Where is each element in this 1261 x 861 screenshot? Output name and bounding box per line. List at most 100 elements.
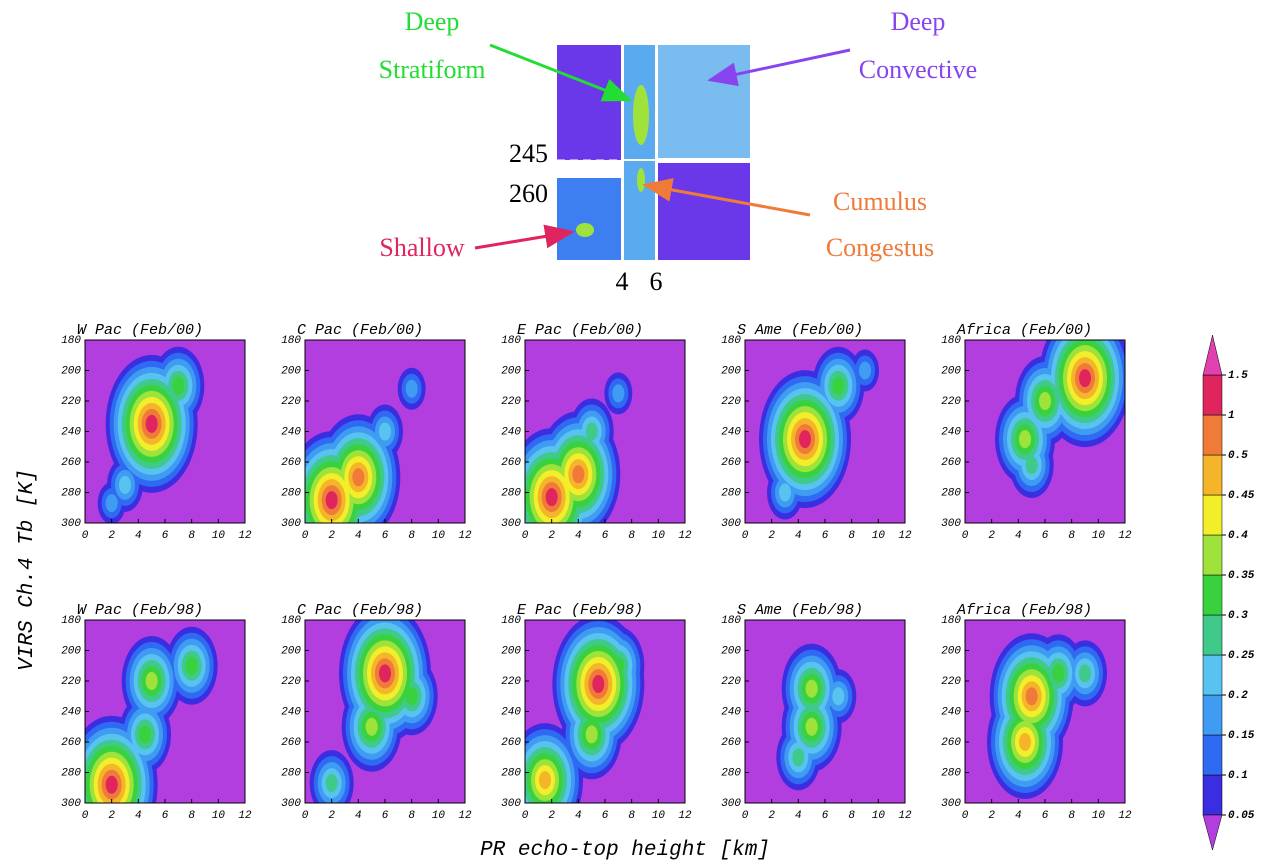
colorbar-label: 0.2	[1228, 690, 1248, 702]
label: Convective	[859, 55, 977, 84]
contour-level	[1039, 392, 1051, 410]
colorbar-band	[1202, 374, 1223, 416]
panel-title: W Pac (Feb/00)	[77, 322, 203, 339]
contour-level	[145, 672, 158, 690]
y-tick-label: 300	[941, 518, 961, 530]
schematic-panel	[557, 45, 621, 160]
y-tick-label: 300	[61, 518, 81, 530]
contour-level	[1079, 664, 1091, 683]
y-tick-label: 240	[501, 426, 521, 438]
contour-level	[585, 725, 598, 744]
x-tick-label: 8	[188, 810, 195, 822]
schematic-panel	[658, 163, 750, 260]
x-tick-label: 6	[382, 810, 389, 822]
y-tick-label: 200	[721, 365, 741, 377]
y-tick-label: 220	[941, 396, 961, 408]
y-axis-label: VIRS Ch.4 Tb [K]	[16, 469, 39, 671]
panel-title: E Pac (Feb/98)	[517, 602, 643, 619]
panel-title: S Ame (Feb/00)	[737, 322, 863, 339]
contour-level	[185, 656, 198, 675]
x-tick-label: 8	[848, 530, 855, 542]
x-tick-label: 4	[575, 810, 582, 822]
contour-level	[545, 488, 558, 507]
y-tick-label: 240	[281, 706, 301, 718]
x-tick-label: 2	[548, 810, 555, 822]
x-tick-label: 6	[602, 810, 609, 822]
colorbar-band	[1202, 654, 1223, 696]
x-tick-label: 8	[408, 530, 415, 542]
label: Congestus	[826, 233, 934, 262]
colorbar-band	[1202, 454, 1223, 496]
contour-level	[612, 384, 625, 403]
panel-title: Africa (Feb/98)	[956, 602, 1092, 619]
x-tick-label: 4	[355, 810, 362, 822]
y-tick-label: 220	[281, 676, 301, 688]
contour-level	[1025, 456, 1038, 475]
x-tick-label: 2	[988, 530, 995, 542]
contours	[305, 367, 426, 523]
x-tick-label: 10	[1092, 810, 1106, 822]
contours	[525, 372, 633, 523]
x-tick-label: 12	[898, 530, 912, 542]
colorbar-band	[1202, 734, 1223, 776]
colorbar-label: 1	[1228, 410, 1235, 422]
y-tick-label: 280	[721, 487, 741, 499]
contour-level	[859, 361, 871, 380]
x-tick-label: 6	[1042, 530, 1049, 542]
x-tick-label: 4	[135, 530, 142, 542]
contours	[525, 620, 645, 803]
x-tick-label: 4	[1015, 530, 1022, 542]
y-tick-label: 200	[501, 645, 521, 657]
y-tick-label: 260	[281, 457, 301, 469]
x-tick-label: 0	[82, 810, 89, 822]
x-tick-label: 2	[108, 810, 115, 822]
contour-level	[139, 725, 151, 744]
x-tick-label: 8	[408, 810, 415, 822]
label: 245	[509, 139, 548, 168]
colorbar-band	[1202, 534, 1223, 576]
label: 6	[650, 267, 663, 296]
x-tick-label: 12	[1118, 810, 1132, 822]
y-tick-label: 240	[721, 426, 741, 438]
y-tick-label: 300	[501, 798, 521, 810]
x-tick-label: 10	[432, 810, 446, 822]
contour-level	[1052, 664, 1065, 683]
y-tick-label: 180	[281, 335, 301, 347]
x-tick-label: 10	[1092, 530, 1106, 542]
contour-level	[805, 679, 818, 698]
x-tick-label: 4	[135, 810, 142, 822]
contours	[995, 340, 1125, 499]
x-tick-label: 0	[962, 810, 969, 822]
x-tick-label: 12	[898, 810, 912, 822]
y-tick-label: 280	[281, 767, 301, 779]
x-tick-label: 6	[162, 530, 169, 542]
y-tick-label: 260	[501, 737, 521, 749]
contour-level	[805, 717, 818, 736]
y-tick-label: 280	[941, 767, 961, 779]
x-tick-label: 12	[458, 810, 472, 822]
y-tick-label: 180	[61, 615, 81, 627]
y-tick-label: 200	[61, 365, 81, 377]
y-tick-label: 300	[281, 798, 301, 810]
y-tick-label: 260	[61, 737, 81, 749]
y-tick-label: 200	[501, 365, 521, 377]
x-tick-label: 8	[188, 530, 195, 542]
x-tick-label: 0	[522, 810, 529, 822]
colorbar-band	[1202, 774, 1223, 816]
y-tick-label: 300	[61, 798, 81, 810]
y-tick-label: 280	[281, 487, 301, 499]
x-tick-label: 4	[1015, 810, 1022, 822]
label: 260	[509, 179, 548, 208]
panel-title: Africa (Feb/00)	[956, 322, 1092, 339]
y-tick-label: 200	[941, 645, 961, 657]
y-tick-label: 300	[281, 518, 301, 530]
contours	[987, 633, 1107, 799]
x-tick-label: 0	[302, 810, 309, 822]
y-tick-label: 180	[501, 615, 521, 627]
colorbar-label: 0.05	[1228, 810, 1255, 822]
colorbar-label: 0.35	[1228, 570, 1255, 582]
